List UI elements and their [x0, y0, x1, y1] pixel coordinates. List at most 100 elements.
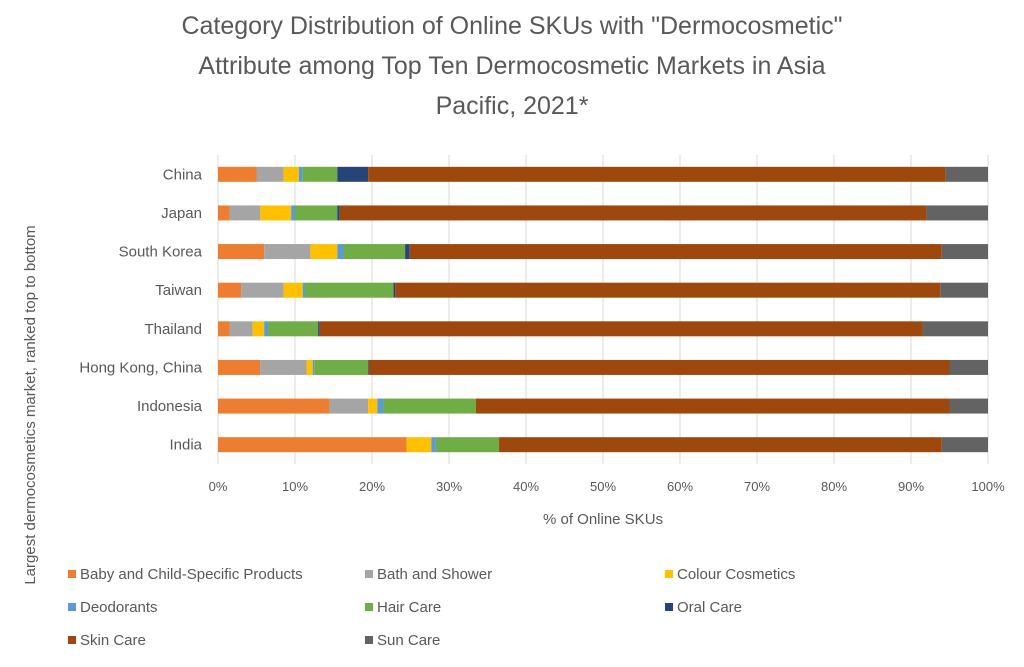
- bar-segment: [377, 398, 384, 414]
- legend: Baby and Child-Specific Products Bath and…: [68, 566, 795, 649]
- x-axis-title: % of Online SKUs: [543, 511, 663, 528]
- category-label: Indonesia: [137, 398, 203, 415]
- legend-label: Oral Care: [677, 599, 742, 616]
- bar-segment: [940, 282, 988, 298]
- x-tick-label: 20%: [359, 479, 385, 494]
- category-label: Hong Kong, China: [79, 359, 202, 376]
- bar-segment: [339, 205, 927, 221]
- legend-label: Colour Cosmetics: [677, 566, 795, 583]
- chart-title-line-2: Attribute among Top Ten Dermocosmetic Ma…: [198, 52, 826, 80]
- legend-swatch: [665, 603, 673, 611]
- bar-segment: [318, 321, 320, 337]
- bar-segment: [319, 321, 923, 337]
- bar-segment: [312, 359, 315, 375]
- bar-segment: [431, 437, 436, 453]
- bar-segment: [298, 166, 303, 182]
- bar-segment: [435, 437, 500, 453]
- category-label: South Korea: [119, 244, 203, 261]
- bar-segment: [310, 244, 338, 260]
- bar-segment: [337, 205, 340, 221]
- bar-segment: [475, 398, 950, 414]
- bar-segment: [218, 321, 230, 337]
- bar-segment: [229, 205, 261, 221]
- legend-label: Sun Care: [377, 632, 440, 649]
- bar-segment: [291, 205, 295, 221]
- legend-label: Skin Care: [80, 632, 146, 649]
- bar-segment: [314, 359, 369, 375]
- legend-label: Deodorants: [80, 599, 158, 616]
- x-tick-label: 10%: [282, 479, 308, 494]
- bar-segment: [305, 282, 394, 298]
- bar-segment: [306, 359, 313, 375]
- bar-segment: [383, 398, 476, 414]
- bar-segment: [264, 244, 311, 260]
- bar-segment: [368, 359, 950, 375]
- bar-segment: [283, 166, 299, 182]
- bar-segment: [218, 398, 330, 414]
- bar-segment: [941, 437, 988, 453]
- bar-segment: [406, 437, 432, 453]
- x-tick-label: 60%: [667, 479, 693, 494]
- legend-swatch: [365, 603, 373, 611]
- bar-segment: [260, 359, 307, 375]
- gridlines: [217, 155, 989, 464]
- bar-segment: [337, 244, 344, 260]
- legend-swatch: [365, 570, 373, 578]
- category-label: China: [163, 166, 203, 183]
- category-label: Taiwan: [155, 282, 202, 299]
- legend-swatch: [68, 570, 76, 578]
- bar-segment: [949, 398, 988, 414]
- bar-segment: [395, 282, 941, 298]
- bar-segment: [218, 437, 407, 453]
- bar-segment: [218, 205, 230, 221]
- bar-segment: [393, 282, 396, 298]
- bar-segment: [945, 166, 988, 182]
- bar-segment: [229, 321, 253, 337]
- bar-segment: [241, 282, 284, 298]
- x-tick-label: 70%: [744, 479, 770, 494]
- chart-title: Category Distribution of Online SKUs wit…: [60, 6, 964, 126]
- legend-swatch: [68, 603, 76, 611]
- bar-segment: [949, 359, 988, 375]
- bar-segment: [922, 321, 988, 337]
- bar-segment: [343, 244, 406, 260]
- bar-segment: [499, 437, 942, 453]
- bar-segment: [295, 205, 338, 221]
- y-axis-title: Largest dermocosmetics market, ranked to…: [22, 225, 39, 584]
- bar-segment: [218, 166, 257, 182]
- bar-segment: [260, 205, 292, 221]
- bar-segment: [337, 166, 369, 182]
- bar-segment: [256, 166, 284, 182]
- bar-segment: [218, 244, 265, 260]
- bar-segment: [926, 205, 988, 221]
- bar-segment: [368, 398, 378, 414]
- bar-segment: [302, 166, 338, 182]
- bar-segment: [252, 321, 265, 337]
- bar-segment: [368, 166, 946, 182]
- x-tick-label: 90%: [898, 479, 924, 494]
- x-tick-label: 80%: [821, 479, 847, 494]
- bar-segment: [302, 282, 306, 298]
- legend-label: Baby and Child-Specific Products: [80, 566, 303, 583]
- legend-label: Bath and Shower: [377, 566, 492, 583]
- x-tick-label: 50%: [590, 479, 616, 494]
- x-tick-label: 100%: [971, 479, 1005, 494]
- bar-segment: [283, 282, 303, 298]
- category-label: Thailand: [144, 321, 202, 338]
- bar-segment: [268, 321, 319, 337]
- bar-series: [218, 166, 988, 453]
- legend-label: Hair Care: [377, 599, 441, 616]
- x-tick-label: 30%: [436, 479, 462, 494]
- bar-segment: [329, 398, 369, 414]
- chart-title-line-3: Pacific, 2021*: [435, 92, 589, 120]
- category-label: Japan: [161, 205, 202, 222]
- category-label: India: [169, 437, 202, 454]
- bar-segment: [218, 282, 242, 298]
- category-labels: China Japan South Korea Taiwan Thailand Hong …: [79, 166, 202, 453]
- legend-swatch: [665, 570, 673, 578]
- legend-swatch: [365, 636, 373, 644]
- bar-segment: [409, 244, 942, 260]
- bar-segment: [368, 359, 369, 375]
- bar-segment: [264, 321, 269, 337]
